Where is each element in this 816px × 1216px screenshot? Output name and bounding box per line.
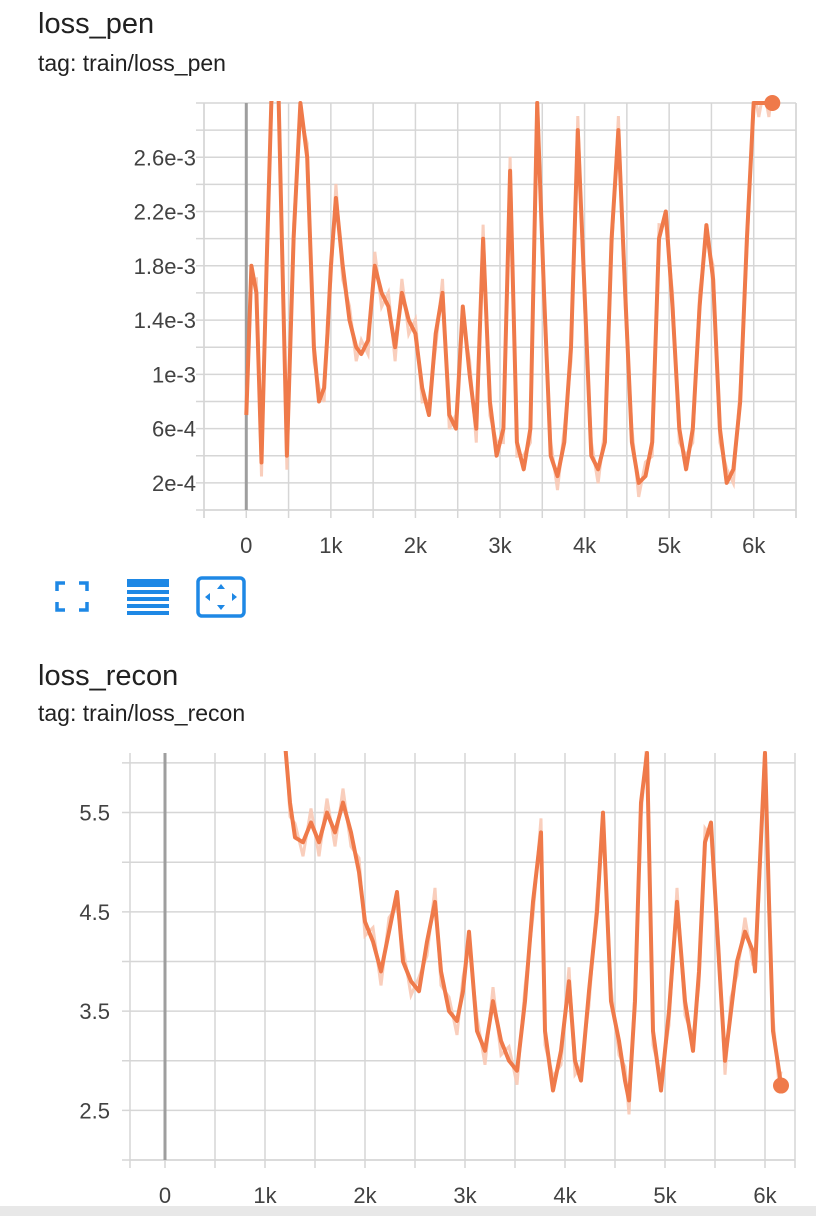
series-smoothed-line [283, 751, 783, 1103]
loss-pen-plot[interactable]: 0 1k 2k 3k 4k 5k 6k 2.6e-3 2.2e-3 1.8e-3 1.4e-3 1e-… [0, 0, 816, 560]
fullscreen-button[interactable] [52, 575, 98, 619]
fit-domain-icon [196, 576, 246, 618]
x-tick-label: 0 [159, 1183, 171, 1208]
fullscreen-icon [55, 581, 89, 612]
chart-card-loss-recon: loss_recon tag: train/loss_recon 0 1k 2k 3k… [0, 650, 816, 1210]
grid [122, 753, 796, 1168]
chart-title: loss_pen [38, 8, 155, 40]
x-tick-label: 4k [573, 533, 597, 558]
series-end-point [764, 95, 781, 111]
chart-toolbar [52, 575, 262, 621]
x-tick-label: 3k [453, 1183, 477, 1208]
x-tick-label: 2k [404, 533, 428, 558]
chart-title: loss_recon [38, 660, 179, 692]
y-tick-label: 1e-3 [152, 362, 196, 387]
series-end-point [773, 1077, 789, 1094]
y-tick-label: 5.5 [79, 801, 110, 826]
loss-recon-plot[interactable]: 0 1k 2k 3k 4k 5k 6k 5.5 4.5 3.5 2.5 [0, 650, 816, 1210]
y-tick-label: 2.6e-3 [134, 145, 196, 170]
chart-card-loss-pen: loss_pen tag: train/loss_pen 0 1k 2k 3k 4k 5k… [0, 0, 816, 560]
y-tick-label: 3.5 [79, 999, 110, 1024]
x-tick-label: 2k [353, 1183, 377, 1208]
chart-tag: tag: train/loss_recon [38, 700, 246, 726]
y-tick-label: 1.8e-3 [134, 254, 196, 279]
x-tick-label: 5k [653, 1183, 677, 1208]
tick-labels: 0 1k 2k 3k 4k 5k 6k 2.6e-3 2.2e-3 1.8e-3 1.4e-3 1e-… [134, 145, 767, 558]
data-table-icon [127, 579, 169, 615]
chart-tag: tag: train/loss_pen [38, 50, 226, 76]
x-tick-label: 6k [742, 533, 766, 558]
series-smoothed-line [244, 101, 773, 485]
y-tick-label: 2.5 [79, 1098, 110, 1123]
y-tick-label: 4.5 [79, 900, 110, 925]
x-tick-label: 5k [658, 533, 682, 558]
x-tick-label: 1k [253, 1183, 277, 1208]
y-tick-label: 6e-4 [152, 417, 196, 442]
y-tick-label: 1.4e-3 [134, 308, 196, 333]
x-tick-label: 0 [240, 533, 252, 558]
x-tick-label: 1k [319, 533, 343, 558]
x-tick-label: 3k [488, 533, 512, 558]
y-tick-label: 2.2e-3 [134, 200, 196, 225]
fit-domain-button[interactable] [195, 575, 247, 619]
x-tick-label: 4k [553, 1183, 577, 1208]
data-table-button[interactable] [125, 575, 171, 619]
tick-labels: 0 1k 2k 3k 4k 5k 6k 5.5 4.5 3.5 2.5 [79, 801, 777, 1208]
x-tick-label: 6k [753, 1183, 777, 1208]
bottom-edge [0, 1206, 816, 1216]
y-tick-label: 2e-4 [152, 471, 196, 496]
